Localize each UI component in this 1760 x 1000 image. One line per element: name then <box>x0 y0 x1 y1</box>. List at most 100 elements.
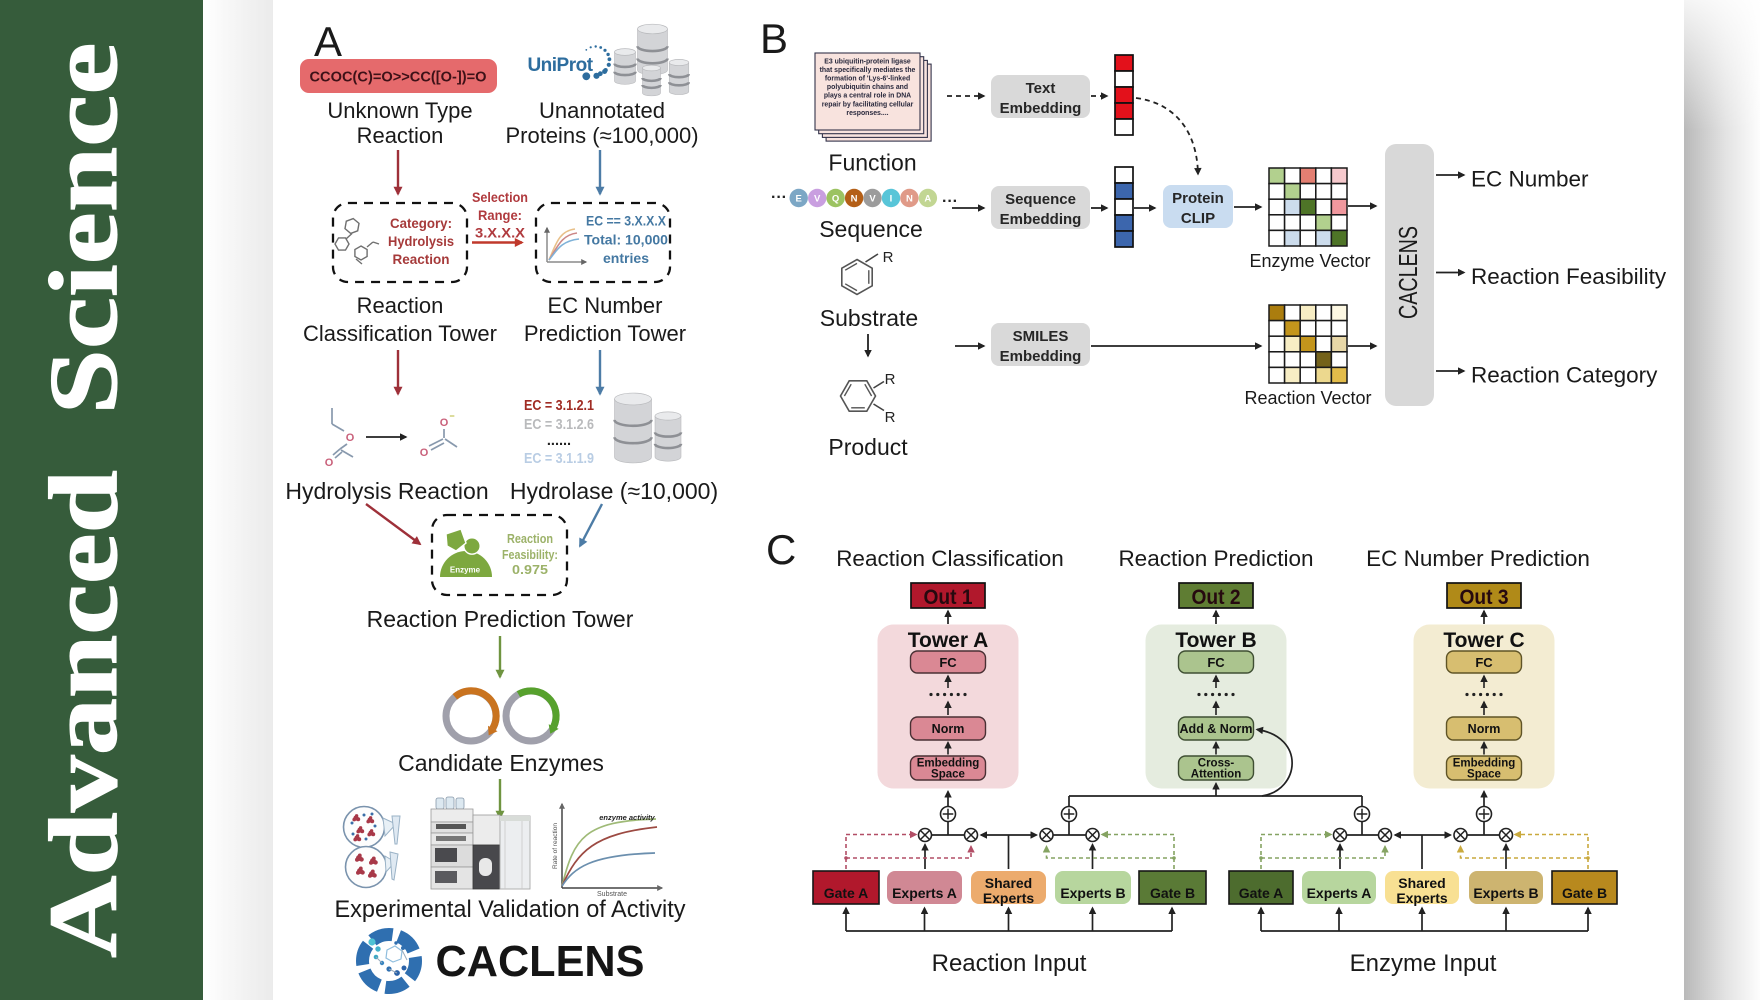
svg-text:Norm: Norm <box>932 722 965 736</box>
svg-text:Classification Tower: Classification Tower <box>303 321 497 346</box>
svg-text:Hydrolysis: Hydrolysis <box>388 233 454 249</box>
svg-text:Space: Space <box>931 769 965 781</box>
svg-text:E: E <box>796 194 802 205</box>
svg-text:Feasibility:: Feasibility: <box>502 547 558 562</box>
svg-text:Experimental Validation of Act: Experimental Validation of Activity <box>335 896 687 923</box>
svg-text:FC: FC <box>939 655 957 670</box>
svg-text:Embedding: Embedding <box>1000 348 1082 365</box>
svg-text:Out 1: Out 1 <box>924 585 973 609</box>
svg-text:Add & Norm: Add & Norm <box>1180 722 1253 736</box>
svg-text:Enzyme Vector: Enzyme Vector <box>1249 251 1370 271</box>
svg-text:Reaction Classification: Reaction Classification <box>836 546 1064 571</box>
svg-text:Out 3: Out 3 <box>1460 585 1509 609</box>
svg-text:B: B <box>760 15 788 62</box>
svg-text:···: ··· <box>771 189 787 206</box>
svg-text:Category:: Category: <box>390 215 452 231</box>
svg-text:Enzyme: Enzyme <box>450 566 481 575</box>
svg-text:Tower C: Tower C <box>1443 629 1524 652</box>
svg-text:CLIP: CLIP <box>1181 210 1215 227</box>
svg-text:Sequence: Sequence <box>1005 191 1076 208</box>
svg-text:Reaction: Reaction <box>357 293 444 318</box>
svg-text:Reaction Input: Reaction Input <box>932 950 1087 977</box>
svg-text:Substrate: Substrate <box>820 305 918 331</box>
svg-text:Total: 10,000: Total: 10,000 <box>584 232 668 248</box>
svg-text:V: V <box>869 194 876 205</box>
svg-text:0.975: 0.975 <box>512 562 548 577</box>
svg-text:Function: Function <box>828 150 916 176</box>
svg-text:EC Number Prediction: EC Number Prediction <box>1366 546 1590 571</box>
svg-text:......: ...... <box>547 433 571 449</box>
svg-text:E3 ubiquitin-protein ligase: E3 ubiquitin-protein ligase <box>824 59 911 66</box>
svg-text:Embedding: Embedding <box>1000 100 1082 117</box>
svg-text:FC: FC <box>1475 655 1493 670</box>
svg-text:O: O <box>420 447 429 459</box>
svg-text:Gate B: Gate B <box>1562 885 1607 901</box>
svg-text:EC Number: EC Number <box>1471 167 1589 192</box>
svg-text:Range:: Range: <box>478 207 522 223</box>
svg-text:Reaction: Reaction <box>393 251 450 267</box>
svg-text:C: C <box>766 526 796 573</box>
svg-text:polyubiquitin chains and: polyubiquitin chains and <box>827 84 908 91</box>
svg-text:Product: Product <box>828 434 908 460</box>
svg-text:Q: Q <box>832 194 839 205</box>
svg-text:Gate B: Gate B <box>1150 885 1195 901</box>
svg-text:Experts B: Experts B <box>1060 885 1125 901</box>
svg-text:Cross-: Cross- <box>1198 758 1235 770</box>
svg-text:R: R <box>885 371 896 388</box>
svg-text:···: ··· <box>942 193 958 210</box>
svg-text:Reaction: Reaction <box>507 531 553 546</box>
svg-text:Gate A: Gate A <box>1239 885 1284 901</box>
svg-text:Shared: Shared <box>985 875 1032 891</box>
svg-text:plays a central role in DNA: plays a central role in DNA <box>824 93 911 100</box>
svg-text:Shared: Shared <box>1398 875 1445 891</box>
svg-text:Reaction Prediction: Reaction Prediction <box>1118 546 1313 571</box>
svg-text:Gate A: Gate A <box>824 885 869 901</box>
svg-text:Reaction Vector: Reaction Vector <box>1244 388 1371 408</box>
svg-text:Reaction: Reaction <box>357 123 444 148</box>
svg-text:entries: entries <box>603 250 649 266</box>
svg-text:Experts: Experts <box>983 890 1035 906</box>
svg-text:CACLENS: CACLENS <box>436 937 645 986</box>
svg-text:Embedding: Embedding <box>917 758 980 770</box>
svg-text:EC == 3.X.X.X: EC == 3.X.X.X <box>586 213 667 229</box>
svg-text:Rate of reaction: Rate of reaction <box>552 823 559 869</box>
svg-text:Hydrolysis Reaction: Hydrolysis Reaction <box>285 478 488 504</box>
svg-text:O: O <box>346 432 355 444</box>
svg-text:Candidate Enzymes: Candidate Enzymes <box>398 750 604 776</box>
svg-text:EC = 3.1.2.1: EC = 3.1.2.1 <box>524 398 594 414</box>
svg-text:that specifically mediates the: that specifically mediates the <box>820 67 916 74</box>
svg-text:Reaction Feasibility: Reaction Feasibility <box>1471 264 1667 289</box>
svg-text:Norm: Norm <box>1468 722 1501 736</box>
svg-text:Space: Space <box>1467 769 1501 781</box>
svg-text:repair by facilitating cellula: repair by facilitating cellular <box>822 101 914 108</box>
svg-text:Unknown Type: Unknown Type <box>327 98 472 123</box>
svg-text:Protein: Protein <box>1172 190 1224 207</box>
svg-text:Experts A: Experts A <box>1307 885 1372 901</box>
svg-text:R: R <box>883 249 894 266</box>
svg-text:Tower B: Tower B <box>1175 629 1256 652</box>
svg-text:N: N <box>851 194 858 205</box>
svg-text:Tower A: Tower A <box>908 629 989 652</box>
svg-text:−: − <box>449 411 454 421</box>
svg-text:3.X.X.X: 3.X.X.X <box>475 225 526 241</box>
svg-text:responses....: responses.... <box>846 110 888 117</box>
svg-text:EC = 3.1.2.6: EC = 3.1.2.6 <box>524 417 594 433</box>
svg-text:Reaction Category: Reaction Category <box>1471 363 1658 388</box>
svg-text:Sequence: Sequence <box>819 216 923 242</box>
svg-text:CCOC(C)=O>>CC([O-])=O: CCOC(C)=O>>CC([O-])=O <box>310 70 487 86</box>
svg-text:Proteins (≈100,000): Proteins (≈100,000) <box>505 123 698 148</box>
svg-text:V: V <box>814 194 821 205</box>
svg-text:Reaction Prediction Tower: Reaction Prediction Tower <box>367 606 634 632</box>
svg-text:Experts B: Experts B <box>1473 885 1538 901</box>
svg-text:Text: Text <box>1026 80 1056 97</box>
svg-text:A: A <box>924 194 931 205</box>
svg-text:EC Number: EC Number <box>548 293 663 318</box>
svg-text:Unannotated: Unannotated <box>539 98 665 123</box>
svg-text:R: R <box>885 409 896 426</box>
svg-text:UniProt: UniProt <box>527 55 593 76</box>
svg-text:N: N <box>906 194 913 205</box>
svg-text:Science: Science <box>30 43 138 415</box>
svg-text:FC: FC <box>1207 655 1225 670</box>
svg-text:Attention: Attention <box>1191 769 1241 781</box>
svg-text:Out 2: Out 2 <box>1192 585 1241 609</box>
